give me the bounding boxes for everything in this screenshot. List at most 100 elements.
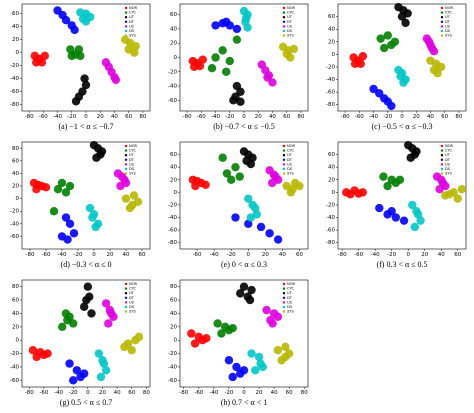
x-tick-label: 40: [427, 114, 434, 120]
point: [289, 44, 298, 54]
x-tick-label: 0: [92, 252, 96, 258]
x-tick-label: 20: [421, 252, 428, 258]
x-tick-label: 0: [247, 252, 251, 258]
y-tick-label: 0: [16, 196, 20, 202]
legend-swatch: [124, 25, 128, 28]
y-tick-label: 60: [12, 158, 19, 164]
legend-label: US: [129, 300, 135, 304]
point: [96, 372, 106, 382]
x-tick-label: 20: [256, 390, 263, 396]
y-tick-label: 20: [170, 177, 177, 183]
y-tick-label: 20: [328, 177, 335, 183]
x-tick-label: -40: [210, 252, 219, 258]
point: [190, 339, 200, 348]
point: [127, 346, 136, 355]
point: [231, 213, 240, 222]
point: [28, 346, 38, 355]
x-tick-label: 20: [97, 114, 104, 120]
legend-swatch: [282, 310, 286, 313]
legend-label: US: [287, 24, 293, 28]
legend-label: SYS: [287, 310, 294, 314]
point: [383, 31, 392, 40]
point: [236, 289, 245, 298]
legend-label: CYC: [129, 287, 136, 291]
x-tick-label: -60: [39, 390, 48, 396]
x-tick-label: -40: [54, 390, 63, 396]
x-tick-label: 20: [99, 390, 106, 396]
point: [243, 23, 252, 32]
legend-label: DT: [129, 296, 135, 300]
point: [281, 352, 290, 362]
point: [81, 80, 91, 90]
x-tick-label: -40: [371, 252, 380, 258]
legend-swatch: [124, 158, 128, 161]
x-tick-label: -40: [53, 114, 62, 120]
point: [217, 329, 226, 338]
point: [53, 185, 63, 194]
point: [128, 200, 137, 210]
y-tick-label: 40: [12, 24, 19, 30]
point: [281, 342, 290, 352]
x-tick-label: 60: [139, 252, 146, 258]
point: [63, 235, 72, 244]
point: [239, 282, 249, 291]
point: [228, 323, 237, 333]
legend-swatch: [124, 163, 128, 166]
x-tick-label: 60: [441, 114, 448, 120]
legend-swatch: [124, 296, 128, 299]
point: [227, 175, 236, 184]
x-tick-label: 60: [283, 114, 290, 120]
legend-swatch: [440, 172, 444, 175]
panel: -60 -40 -20 0 20 40 60 -80 -60 -40 -20 0 20 40 60 NORCY…: [168, 141, 309, 269]
point: [91, 222, 100, 232]
point: [222, 17, 231, 27]
x-tick-label: -80: [338, 252, 347, 258]
legend-label: SYS: [129, 34, 136, 38]
point: [445, 190, 454, 199]
legend-label: CYC: [445, 11, 452, 15]
point: [247, 349, 256, 358]
y-tick-label: -40: [326, 215, 335, 221]
caption: (e) 0 < α ≤ 0.3: [221, 260, 267, 269]
point: [225, 56, 234, 66]
y-tick-label: 0: [174, 338, 178, 344]
y-tick-label: -60: [326, 228, 335, 234]
point: [246, 213, 256, 222]
x-tick-label: -40: [211, 114, 220, 120]
point: [120, 175, 129, 184]
point: [129, 191, 139, 200]
point: [267, 178, 277, 188]
legend-label: CYC: [287, 11, 294, 15]
point: [88, 213, 97, 222]
y-tick-label: 60: [170, 298, 177, 304]
point: [99, 359, 109, 368]
legend-swatch: [282, 301, 286, 304]
caption: (f) 0.3 < α ≤ 0.5: [376, 260, 427, 269]
point: [187, 329, 196, 338]
point: [61, 16, 71, 25]
legend-label: SYS: [445, 34, 452, 38]
point: [190, 62, 199, 71]
y-tick-label: -20: [326, 202, 335, 208]
point: [244, 219, 253, 229]
legend-swatch: [124, 292, 128, 295]
legend-label: UT: [287, 291, 293, 295]
point: [104, 319, 113, 328]
caption: (b) −0.7 < α ≤ −0.5: [213, 122, 274, 131]
point: [79, 369, 89, 378]
y-tick-label: -20: [168, 351, 177, 357]
point: [65, 181, 75, 191]
y-tick-label: -80: [326, 240, 335, 246]
x-tick-label: 0: [84, 114, 88, 120]
y-tick-label: -40: [10, 221, 19, 227]
legend-swatch: [282, 158, 286, 161]
point: [218, 46, 227, 55]
legend-label: DT: [287, 20, 293, 24]
point: [211, 53, 220, 62]
point: [268, 319, 277, 328]
x-tick-label: -60: [193, 252, 202, 258]
legend-swatch: [282, 172, 286, 175]
x-tick-label: -20: [383, 114, 392, 120]
legend-label: US: [129, 162, 135, 166]
point: [232, 35, 242, 44]
